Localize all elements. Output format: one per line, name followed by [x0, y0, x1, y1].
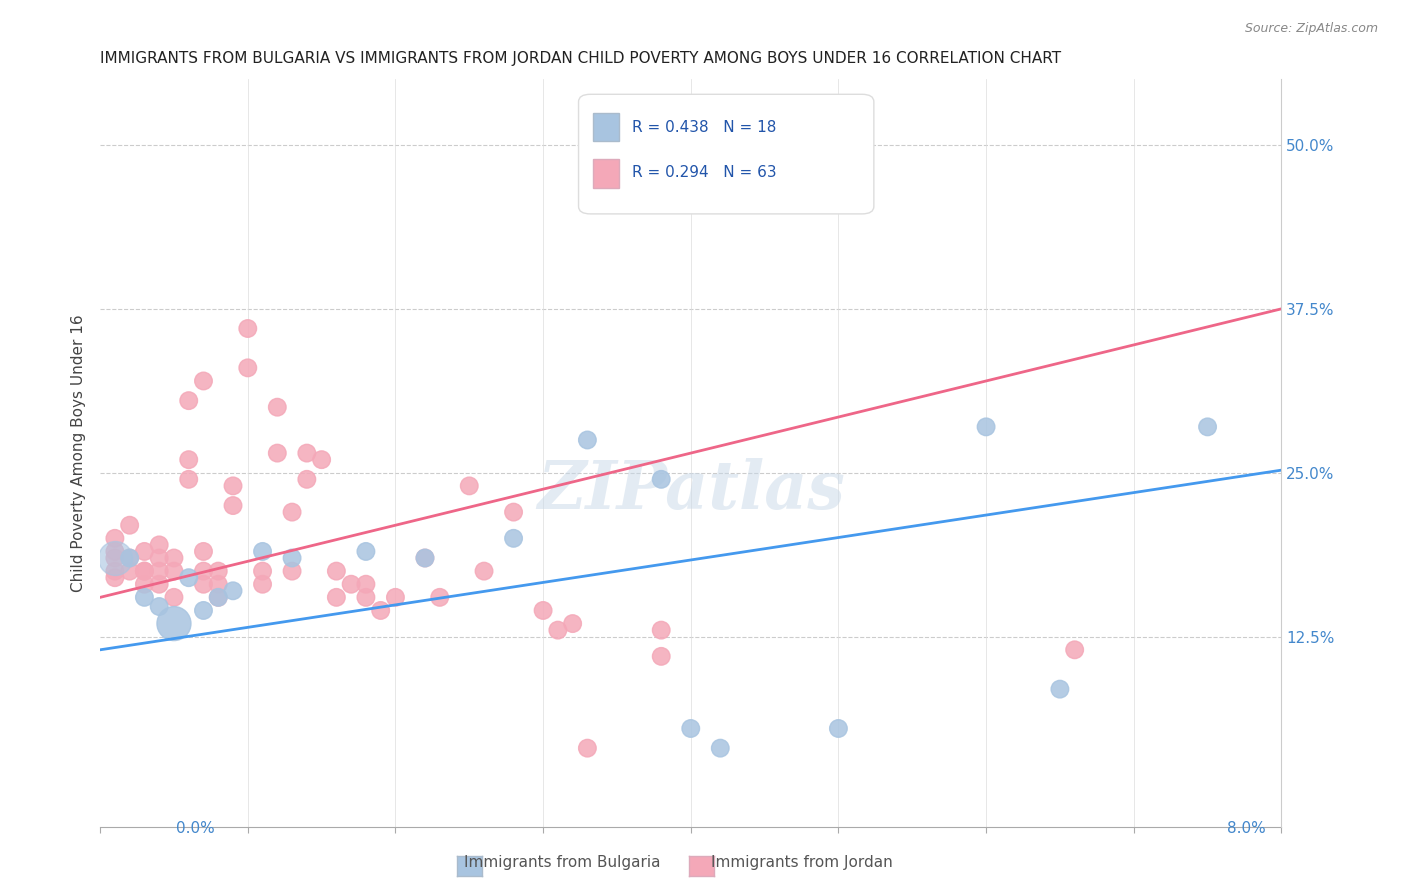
- Point: [193, 603, 215, 617]
- Point: [370, 603, 392, 617]
- Point: [561, 616, 583, 631]
- Point: [281, 551, 304, 566]
- Bar: [593, 113, 619, 142]
- Point: [177, 393, 200, 408]
- Text: R = 0.294   N = 63: R = 0.294 N = 63: [631, 165, 776, 180]
- Point: [148, 538, 170, 552]
- Point: [193, 374, 215, 388]
- Point: [295, 472, 318, 486]
- Point: [1197, 420, 1219, 434]
- Point: [118, 564, 141, 578]
- Point: [502, 532, 524, 546]
- Point: [193, 544, 215, 558]
- Point: [118, 551, 141, 566]
- Y-axis label: Child Poverty Among Boys Under 16: Child Poverty Among Boys Under 16: [72, 314, 86, 592]
- Point: [354, 577, 377, 591]
- Point: [413, 551, 436, 566]
- Point: [222, 583, 245, 598]
- Point: [207, 564, 229, 578]
- Point: [974, 420, 997, 434]
- Point: [207, 591, 229, 605]
- Point: [295, 446, 318, 460]
- Point: [207, 577, 229, 591]
- Text: Immigrants from Jordan: Immigrants from Jordan: [710, 855, 893, 870]
- Point: [340, 577, 363, 591]
- Point: [222, 479, 245, 493]
- Point: [193, 577, 215, 591]
- Point: [827, 722, 849, 736]
- Point: [177, 571, 200, 585]
- FancyBboxPatch shape: [578, 95, 875, 214]
- Point: [104, 564, 127, 578]
- Point: [134, 577, 156, 591]
- Point: [163, 564, 186, 578]
- Point: [354, 591, 377, 605]
- Point: [281, 564, 304, 578]
- Point: [134, 564, 156, 578]
- Point: [531, 603, 554, 617]
- Text: Source: ZipAtlas.com: Source: ZipAtlas.com: [1244, 22, 1378, 36]
- Point: [134, 591, 156, 605]
- Point: [650, 623, 672, 637]
- Point: [311, 452, 333, 467]
- Point: [118, 518, 141, 533]
- Point: [252, 577, 274, 591]
- Point: [325, 591, 347, 605]
- Point: [222, 499, 245, 513]
- Point: [148, 577, 170, 591]
- Point: [325, 564, 347, 578]
- Text: 0.0%: 0.0%: [176, 821, 215, 836]
- Point: [193, 564, 215, 578]
- Point: [502, 505, 524, 519]
- Point: [547, 623, 569, 637]
- Point: [384, 591, 406, 605]
- Point: [266, 400, 288, 414]
- Point: [104, 551, 127, 566]
- Point: [709, 741, 731, 756]
- Point: [429, 591, 451, 605]
- Point: [163, 616, 186, 631]
- Point: [104, 544, 127, 558]
- Text: 8.0%: 8.0%: [1226, 821, 1265, 836]
- Point: [236, 321, 259, 335]
- Point: [104, 551, 127, 566]
- Point: [236, 360, 259, 375]
- Point: [576, 433, 599, 447]
- Text: ZIPatlas: ZIPatlas: [537, 458, 845, 523]
- Point: [266, 446, 288, 460]
- Point: [413, 551, 436, 566]
- Point: [148, 564, 170, 578]
- Point: [104, 571, 127, 585]
- Point: [118, 551, 141, 566]
- Point: [134, 564, 156, 578]
- Point: [163, 551, 186, 566]
- Point: [458, 479, 481, 493]
- Point: [252, 564, 274, 578]
- Point: [134, 544, 156, 558]
- Point: [650, 472, 672, 486]
- Point: [709, 197, 731, 211]
- Point: [177, 452, 200, 467]
- Point: [104, 532, 127, 546]
- Point: [650, 649, 672, 664]
- Text: IMMIGRANTS FROM BULGARIA VS IMMIGRANTS FROM JORDAN CHILD POVERTY AMONG BOYS UNDE: IMMIGRANTS FROM BULGARIA VS IMMIGRANTS F…: [100, 51, 1062, 66]
- Point: [354, 544, 377, 558]
- Point: [281, 505, 304, 519]
- Text: Immigrants from Bulgaria: Immigrants from Bulgaria: [464, 855, 661, 870]
- Point: [1049, 682, 1071, 697]
- Point: [679, 722, 702, 736]
- Text: R = 0.438   N = 18: R = 0.438 N = 18: [631, 120, 776, 136]
- Point: [576, 741, 599, 756]
- Point: [252, 544, 274, 558]
- Point: [472, 564, 495, 578]
- Point: [163, 591, 186, 605]
- Point: [207, 591, 229, 605]
- Point: [148, 551, 170, 566]
- Point: [148, 599, 170, 614]
- Bar: [593, 160, 619, 187]
- Point: [709, 190, 731, 204]
- Point: [177, 472, 200, 486]
- Point: [1063, 642, 1085, 657]
